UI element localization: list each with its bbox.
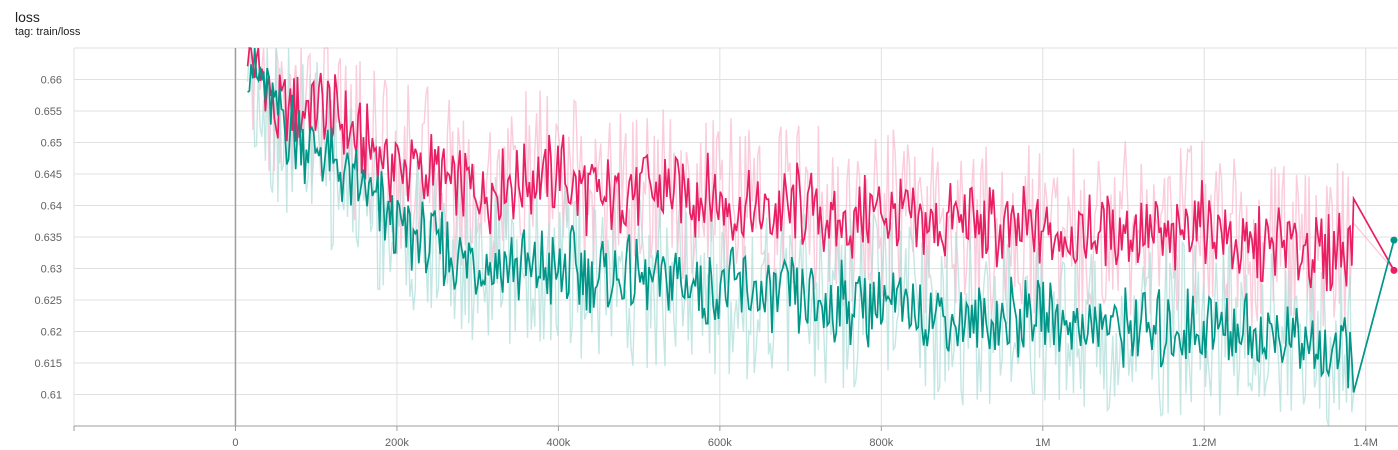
x-tick-label: 0 xyxy=(232,437,238,449)
series-end-point-1 xyxy=(1390,236,1398,244)
y-tick-label: 0.625 xyxy=(34,295,62,307)
series-end-point-0 xyxy=(1390,266,1398,274)
x-tick-label: 400k xyxy=(546,437,570,449)
raw-series-line-1 xyxy=(246,47,1395,427)
y-tick-label: 0.66 xyxy=(41,75,62,87)
y-tick-label: 0.615 xyxy=(34,358,62,370)
y-tick-label: 0.635 xyxy=(34,232,62,244)
series-line-0 xyxy=(246,46,1395,292)
x-tick-label: 1.2M xyxy=(1192,437,1216,449)
y-tick-label: 0.655 xyxy=(34,106,62,118)
chart-tag: tag: train/loss xyxy=(15,26,81,38)
y-tick-label: 0.62 xyxy=(41,327,62,339)
y-tick-label: 0.64 xyxy=(41,201,62,213)
endpoint-markers xyxy=(1390,236,1398,274)
x-tick-label: 800k xyxy=(869,437,893,449)
x-tick-label: 1M xyxy=(1035,437,1050,449)
smoothed-series-layer xyxy=(246,46,1395,393)
x-tick-label: 200k xyxy=(385,437,409,449)
x-tick-label: 1.4M xyxy=(1353,437,1377,449)
tick-labels: 0.61 0.615 0.62 0.625 0.63 0.635 0.64 0.645 0.65… xyxy=(34,75,1377,450)
y-tick-label: 0.65 xyxy=(41,138,62,150)
chart-title: loss xyxy=(15,9,40,25)
axes xyxy=(73,48,1398,431)
y-tick-label: 0.645 xyxy=(34,169,62,181)
series-line-1 xyxy=(247,47,1395,393)
y-tick-label: 0.63 xyxy=(41,264,62,276)
y-tick-label: 0.61 xyxy=(41,390,62,402)
x-tick-label: 600k xyxy=(708,437,732,449)
